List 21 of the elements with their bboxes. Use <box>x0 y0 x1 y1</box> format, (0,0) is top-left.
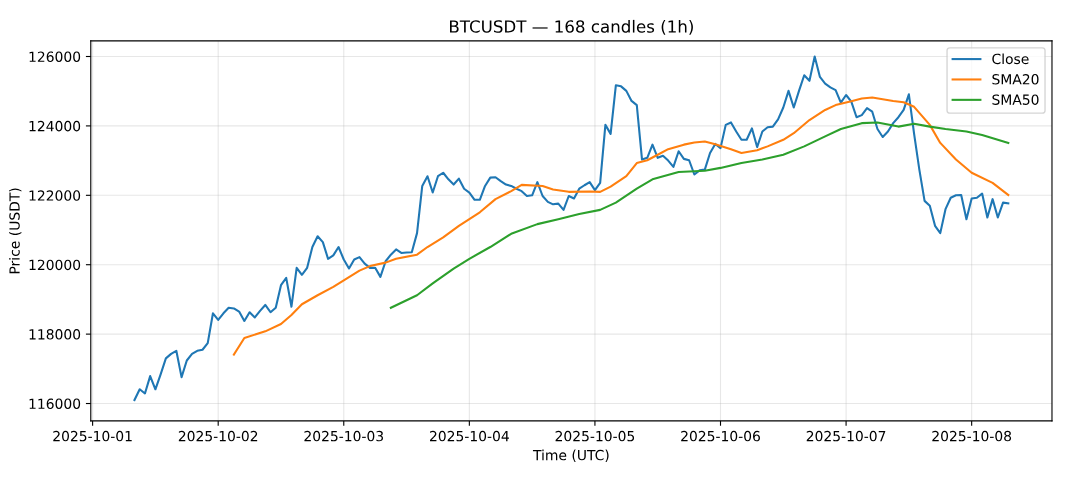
x-tick-label: 2025-10-05 <box>555 430 635 442</box>
y-tick-label: 122000 <box>29 190 81 201</box>
x-tick-label: 2025-10-06 <box>681 430 760 442</box>
y-tick-label: 126000 <box>29 51 81 62</box>
y-tick-label: 120000 <box>29 259 81 271</box>
line-series <box>389 121 1010 309</box>
y-tick-label: 118000 <box>29 329 81 340</box>
x-tick-label: 2025-10-03 <box>304 430 384 442</box>
legend-label: Close <box>992 53 1029 65</box>
x-tick-label: 2025-10-08 <box>932 430 1012 442</box>
legend-label: SMA20 <box>992 74 1039 85</box>
chart-title: BTCUSDT — 168 candles (1h) <box>450 19 693 35</box>
x-tick-label: 2025-10-07 <box>806 430 886 442</box>
y-tick-label: 124000 <box>29 120 81 132</box>
y-tick-label: 116000 <box>29 398 81 409</box>
y-axis-title: Price (USDT) <box>9 188 22 274</box>
legend-label: SMA50 <box>992 94 1039 105</box>
x-tick-label: 2025-10-01 <box>53 430 132 442</box>
x-axis-title: Time (UTC) <box>532 449 609 462</box>
x-tick-label: 2025-10-02 <box>178 430 258 442</box>
x-tick-label: 2025-10-04 <box>430 430 509 442</box>
